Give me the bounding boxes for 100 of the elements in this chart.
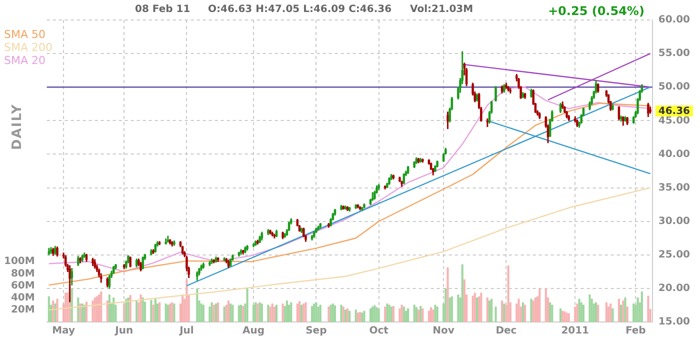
bar (610, 304, 612, 322)
bar (522, 302, 524, 322)
y2-tick-label: 80M (10, 268, 35, 280)
bar (597, 304, 600, 322)
bar (202, 304, 204, 322)
y-tick-label: 20.00 (658, 283, 690, 294)
bar (594, 302, 598, 322)
bar (98, 294, 100, 322)
bar (476, 298, 478, 322)
bar (378, 308, 380, 322)
bar (48, 296, 50, 322)
bar (363, 310, 366, 322)
bar (230, 304, 232, 322)
bar (420, 306, 422, 322)
x-tick-label: Jun (114, 326, 134, 337)
bar (298, 301, 301, 322)
bar (544, 288, 547, 322)
y2-tick-label: 20M (10, 304, 35, 316)
bar (478, 296, 480, 322)
bar (490, 298, 493, 322)
bar (208, 306, 211, 322)
bar (275, 304, 278, 322)
bar (407, 308, 410, 322)
bar (624, 298, 626, 322)
bar (463, 279, 466, 322)
y-tick-label: 60.00 (658, 14, 690, 26)
bar (428, 310, 430, 322)
bar (123, 304, 126, 322)
bar (227, 300, 230, 322)
y-tick-label: 35.00 (658, 182, 690, 194)
bar (472, 296, 474, 322)
bar (605, 302, 608, 322)
bar (246, 288, 248, 322)
x-tick-label: Jul (178, 326, 194, 337)
bar (85, 302, 88, 322)
bar (413, 304, 416, 322)
x-tick-label: 2011 (561, 326, 590, 337)
y-tick-label: 50.00 (658, 82, 690, 93)
bar (480, 292, 482, 322)
bar (288, 304, 290, 322)
bar (538, 288, 541, 322)
y2-tick-label: 100M (4, 256, 35, 268)
bar (582, 304, 584, 322)
bar (450, 296, 453, 322)
y2-tick-label: 60M (10, 280, 35, 292)
text: DAILY (10, 104, 25, 150)
bar (332, 304, 334, 322)
y-tick-label: 40.00 (658, 148, 690, 160)
bar (54, 304, 56, 322)
bar (100, 291, 102, 322)
bar (56, 298, 58, 322)
bar (432, 310, 434, 322)
bar (296, 304, 298, 322)
text: +0.25 (0.54%) (548, 4, 644, 18)
bar (112, 298, 115, 322)
bar (106, 300, 108, 322)
bar (158, 302, 161, 322)
y-tick-label: 45.00 (658, 115, 690, 126)
bar (417, 310, 420, 322)
bar (70, 288, 73, 322)
bar (446, 267, 449, 322)
bar (129, 295, 132, 322)
bar (260, 304, 263, 322)
bar (319, 304, 322, 322)
bar (238, 305, 240, 322)
y-tick-label: 15.00 (658, 316, 690, 328)
bar (430, 307, 432, 322)
bar (507, 266, 510, 322)
bar (166, 304, 169, 322)
bar (186, 279, 188, 322)
x-tick-label: May (52, 326, 76, 337)
bar (404, 310, 408, 322)
bar (524, 304, 526, 322)
bar (612, 308, 614, 322)
bar (590, 298, 593, 322)
y-tick-label: 25.00 (658, 249, 690, 260)
bar (348, 310, 351, 322)
bar (273, 306, 276, 322)
bar (415, 307, 418, 322)
bar (444, 288, 447, 322)
x-tick-label: Nov (432, 326, 455, 337)
bar (549, 302, 552, 322)
x-tick-label: Oct (369, 326, 389, 337)
bar (210, 302, 213, 322)
text: SMA 50 (4, 28, 46, 41)
bar (384, 306, 386, 322)
bar (354, 310, 357, 322)
bar (488, 300, 491, 322)
bar (154, 298, 156, 322)
bar (164, 304, 167, 322)
bar (588, 294, 591, 322)
bar (168, 304, 172, 322)
text: O:46.63 H:47.05 L:46.09 C:46.36 (208, 4, 392, 15)
bar (576, 304, 578, 322)
text: 08 Feb 11 (135, 4, 190, 15)
bar (494, 306, 497, 322)
bar (240, 304, 242, 322)
bar (52, 300, 54, 322)
x-tick-label: Sep (306, 326, 327, 337)
y-tick-label: 30.00 (658, 216, 690, 227)
